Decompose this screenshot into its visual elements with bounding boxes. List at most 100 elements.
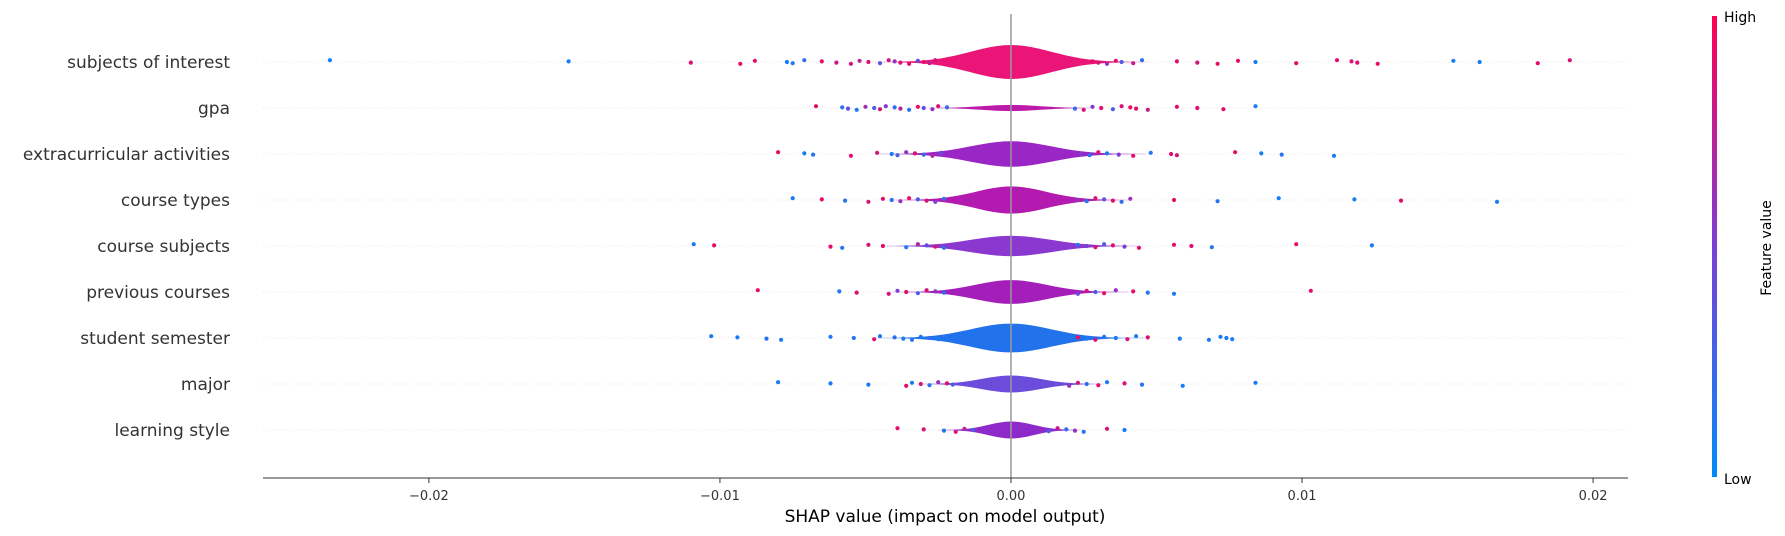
shap-point [941,428,947,433]
x-tick-label: 0.01 [1288,489,1317,504]
shap-point [924,243,929,248]
shap-point [755,288,760,293]
shap-point [1084,199,1089,204]
shap-point [1064,427,1069,432]
shap-point [1110,107,1115,112]
shap-point [921,427,926,432]
shap-point [1078,151,1083,157]
shap-point [1084,381,1089,387]
shap-point [828,381,833,386]
colorbar-low-label: Low [1724,472,1752,488]
shap-point [1072,428,1078,433]
shap-point [845,106,851,111]
shap-point [1331,153,1337,158]
shap-point [933,199,938,204]
shap-point [1102,334,1107,339]
shap-point [566,59,571,64]
shap-point [1195,105,1200,111]
x-tick-label: −0.01 [700,489,740,504]
shap-point [944,381,950,386]
shap-point [1075,197,1080,203]
shap-point [930,153,935,158]
shap-point [848,153,854,158]
feature-label: course subjects [97,237,230,257]
shap-point [1148,150,1153,155]
shap-point [936,104,941,109]
shap-point [1104,151,1110,156]
shap-point [1067,383,1072,388]
shap-point [828,334,833,339]
shap-point [1169,151,1174,157]
shap-point [1131,153,1136,158]
colorbar-high-label: High [1724,10,1756,26]
feature-label: course types [121,191,230,211]
shap-point [1081,429,1086,434]
shap-point [1084,243,1089,249]
shap-point [907,61,912,66]
shap-point [907,196,912,201]
shap-point [819,59,824,64]
shap-point [1375,61,1380,66]
shap-point [927,335,932,341]
shap-point [1294,242,1299,247]
shap-point [790,61,795,66]
feature-label: previous courses [86,283,230,303]
shap-point [880,243,886,249]
shap-point [1087,153,1092,158]
shap-point [886,291,891,296]
shap-point [1093,245,1098,250]
shap-point [1139,382,1145,387]
shap-point [892,335,897,340]
shap-point [1075,291,1080,296]
shap-point [1171,291,1177,296]
shap-point [1110,198,1115,203]
shap-point [924,288,929,293]
shap-point [875,150,880,155]
shap-point [892,59,897,64]
shap-point [877,61,883,66]
shap-point [1136,245,1142,250]
shap-point [1276,196,1281,201]
shap-point [889,151,894,157]
shap-point [1119,59,1124,65]
shap-point [1195,60,1200,65]
shap-point [866,242,871,247]
shap-point [779,337,784,342]
shap-point [909,337,915,342]
shap-point [1096,383,1101,388]
shap-point [936,380,941,385]
shap-point [921,59,926,65]
shap-point [1113,288,1118,293]
shap-point [1122,381,1127,386]
shap-point [895,153,900,158]
shap-point [941,290,947,295]
shap-point [904,150,909,155]
shap-point [1494,199,1500,204]
shap-point [1113,335,1118,341]
shap-point [1180,383,1185,388]
shap-point [1215,61,1220,66]
shap-point [1221,107,1226,112]
shap-point [944,105,950,110]
shap-point [1145,290,1150,295]
shap-point [854,290,859,295]
shap-point [883,104,888,109]
shap-point [1099,105,1104,111]
shap-point [738,61,743,66]
shap-point [1110,243,1115,248]
shap-point [1125,337,1130,342]
shap-point [784,59,790,65]
shap-point [1279,152,1284,157]
shap-point [872,105,877,111]
shap-point [933,58,938,63]
shap-point [918,381,923,387]
shap-point [1116,152,1121,157]
shap-point [1090,59,1095,64]
shap-point [895,426,900,431]
shap-point [866,59,871,65]
shap-point [1102,197,1107,202]
shap-point [1119,199,1124,204]
shap-point [1113,58,1118,63]
shap-point [1134,106,1139,111]
